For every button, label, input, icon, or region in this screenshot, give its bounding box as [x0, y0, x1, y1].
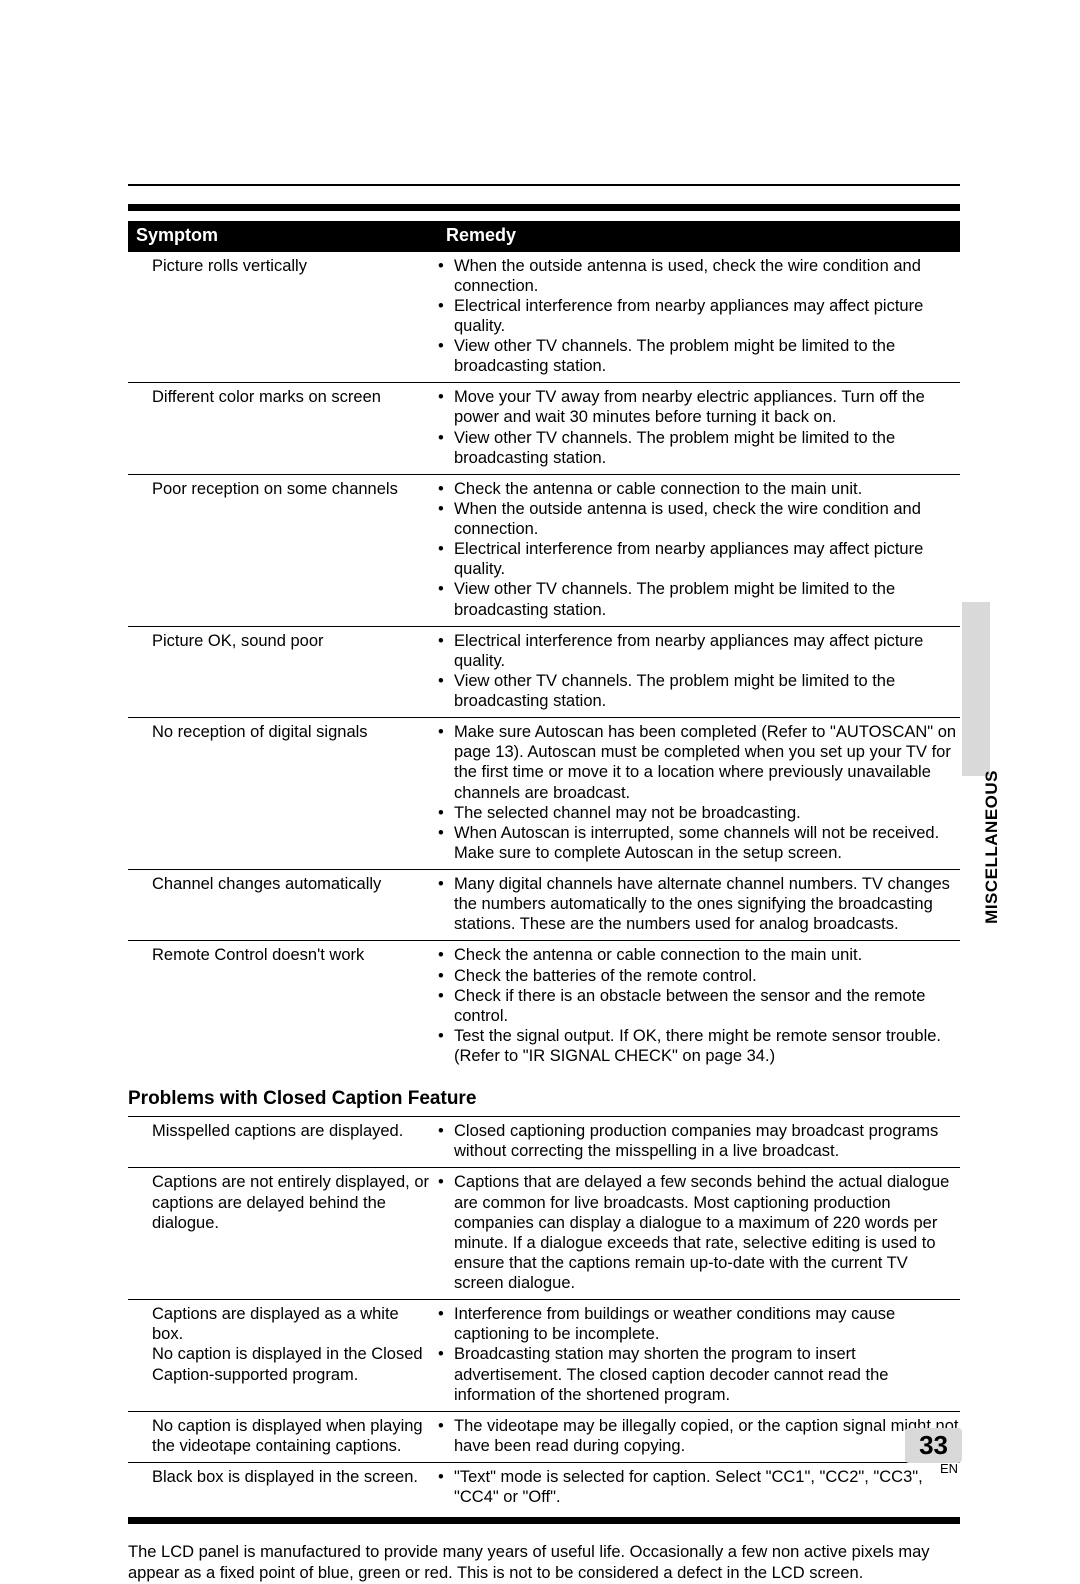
symptom-cell: Remote Control doesn't work	[128, 945, 438, 1066]
remedy-cell: Interference from buildings or weather c…	[438, 1304, 960, 1405]
page-lang: EN	[905, 1461, 962, 1476]
remedy-item: When Autoscan is interrupted, some chann…	[438, 823, 960, 863]
remedy-item: View other TV channels. The problem migh…	[438, 336, 960, 376]
table-row: Captions are displayed as a white box. N…	[128, 1300, 960, 1412]
table-row: No reception of digital signalsMake sure…	[128, 718, 960, 870]
remedy-item: Broadcasting station may shorten the pro…	[438, 1344, 960, 1404]
remedy-item: When the outside antenna is used, check …	[438, 499, 960, 539]
section-tab	[962, 602, 990, 776]
table-row: Poor reception on some channelsCheck the…	[128, 475, 960, 627]
table-row: Remote Control doesn't workCheck the ant…	[128, 941, 960, 1072]
rule-thick-bottom	[128, 1517, 960, 1524]
symptom-cell: No reception of digital signals	[128, 722, 438, 863]
symptom-cell: Picture rolls vertically	[128, 256, 438, 377]
page-number-block: 33 EN	[905, 1428, 962, 1476]
remedy-cell: "Text" mode is selected for caption. Sel…	[438, 1467, 960, 1507]
remedy-item: Move your TV away from nearby electric a…	[438, 387, 960, 427]
remedy-cell: Closed captioning production companies m…	[438, 1121, 960, 1161]
remedy-cell: Electrical interference from nearby appl…	[438, 631, 960, 712]
symptom-cell: No caption is displayed when playing the…	[128, 1416, 438, 1456]
symptom-cell: Poor reception on some channels	[128, 479, 438, 620]
remedy-cell: The videotape may be illegally copied, o…	[438, 1416, 960, 1456]
table-row: Misspelled captions are displayed.Closed…	[128, 1117, 960, 1168]
table-row: Channel changes automaticallyMany digita…	[128, 870, 960, 941]
remedy-item: Test the signal output. If OK, there mig…	[438, 1026, 960, 1066]
remedy-cell: Make sure Autoscan has been completed (R…	[438, 722, 960, 863]
manual-page: Symptom Remedy Picture rolls verticallyW…	[0, 0, 1080, 1528]
remedy-item: View other TV channels. The problem migh…	[438, 671, 960, 711]
header-remedy: Remedy	[438, 221, 960, 252]
remedy-cell: Check the antenna or cable connection to…	[438, 945, 960, 1066]
table-row: Picture rolls verticallyWhen the outside…	[128, 252, 960, 384]
table-row: No caption is displayed when playing the…	[128, 1412, 960, 1463]
remedy-item: Electrical interference from nearby appl…	[438, 296, 960, 336]
cc-section-title: Problems with Closed Caption Feature	[128, 1088, 960, 1110]
remedy-item: Check the batteries of the remote contro…	[438, 966, 960, 986]
closed-caption-table: Misspelled captions are displayed.Closed…	[128, 1116, 960, 1513]
rule-thin	[128, 184, 960, 186]
remedy-item: View other TV channels. The problem migh…	[438, 428, 960, 468]
remedy-item: Check the antenna or cable connection to…	[438, 945, 960, 965]
section-label: MISCELLANEOUS	[982, 770, 1002, 924]
remedy-item: Many digital channels have alternate cha…	[438, 874, 960, 934]
remedy-cell: When the outside antenna is used, check …	[438, 256, 960, 377]
remedy-item: The videotape may be illegally copied, o…	[438, 1416, 960, 1456]
remedy-cell: Many digital channels have alternate cha…	[438, 874, 960, 934]
table-header: Symptom Remedy	[128, 221, 960, 252]
remedy-item: "Text" mode is selected for caption. Sel…	[438, 1467, 960, 1507]
symptom-cell: Black box is displayed in the screen.	[128, 1467, 438, 1507]
rule-thick-top	[128, 204, 960, 211]
remedy-item: When the outside antenna is used, check …	[438, 256, 960, 296]
symptom-cell: Captions are displayed as a white box. N…	[128, 1304, 438, 1405]
remedy-cell: Move your TV away from nearby electric a…	[438, 387, 960, 468]
header-symptom: Symptom	[128, 221, 438, 252]
remedy-item: Electrical interference from nearby appl…	[438, 539, 960, 579]
remedy-cell: Check the antenna or cable connection to…	[438, 479, 960, 620]
symptom-cell: Misspelled captions are displayed.	[128, 1121, 438, 1161]
symptom-cell: Captions are not entirely displayed, or …	[128, 1172, 438, 1293]
remedy-cell: Captions that are delayed a few seconds …	[438, 1172, 960, 1293]
table-row: Different color marks on screenMove your…	[128, 383, 960, 475]
symptom-cell: Picture OK, sound poor	[128, 631, 438, 712]
remedy-item: Interference from buildings or weather c…	[438, 1304, 960, 1344]
remedy-item: Make sure Autoscan has been completed (R…	[438, 722, 960, 803]
table-row: Picture OK, sound poorElectrical interfe…	[128, 627, 960, 719]
remedy-item: Captions that are delayed a few seconds …	[438, 1172, 960, 1293]
remedy-item: The selected channel may not be broadcas…	[438, 803, 960, 823]
lcd-footnote: The LCD panel is manufactured to provide…	[128, 1542, 960, 1583]
symptom-cell: Channel changes automatically	[128, 874, 438, 934]
remedy-item: Closed captioning production companies m…	[438, 1121, 960, 1161]
remedy-item: Check if there is an obstacle between th…	[438, 986, 960, 1026]
remedy-item: View other TV channels. The problem migh…	[438, 579, 960, 619]
symptom-cell: Different color marks on screen	[128, 387, 438, 468]
remedy-item: Electrical interference from nearby appl…	[438, 631, 960, 671]
table-row: Captions are not entirely displayed, or …	[128, 1168, 960, 1300]
remedy-item: Check the antenna or cable connection to…	[438, 479, 960, 499]
table-row: Black box is displayed in the screen."Te…	[128, 1463, 960, 1513]
troubleshoot-table: Picture rolls verticallyWhen the outside…	[128, 252, 960, 1073]
page-number: 33	[905, 1428, 962, 1463]
